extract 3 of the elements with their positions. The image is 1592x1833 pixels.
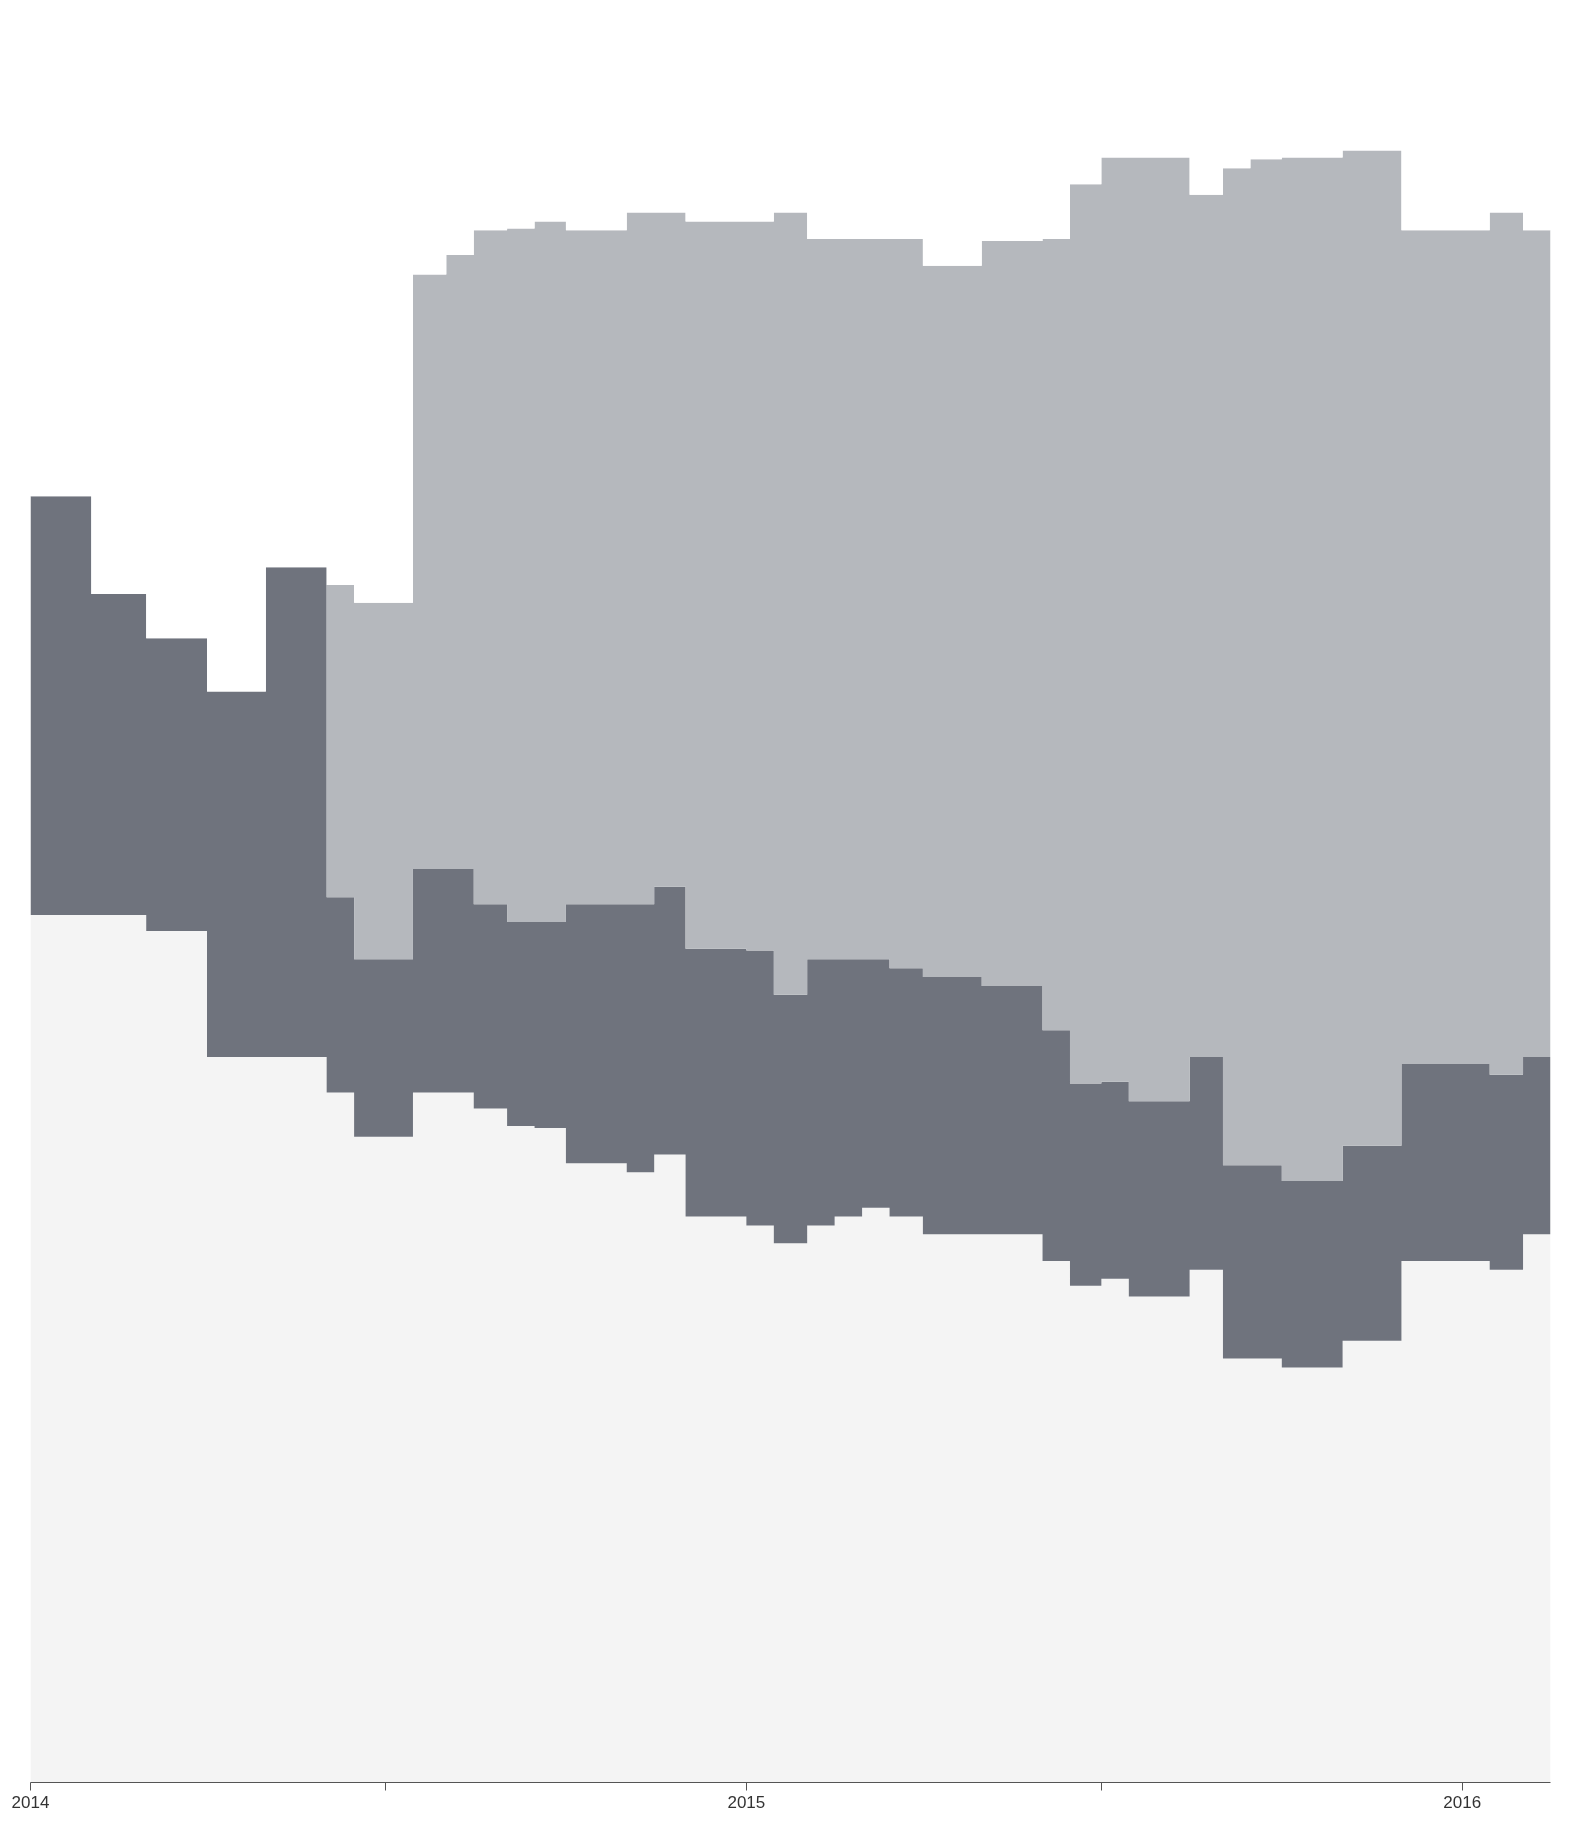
x-tick-label: 2016 [1443,1792,1482,1812]
x-tick-label: 2014 [11,1792,50,1812]
x-tick-label: 2015 [727,1792,766,1812]
